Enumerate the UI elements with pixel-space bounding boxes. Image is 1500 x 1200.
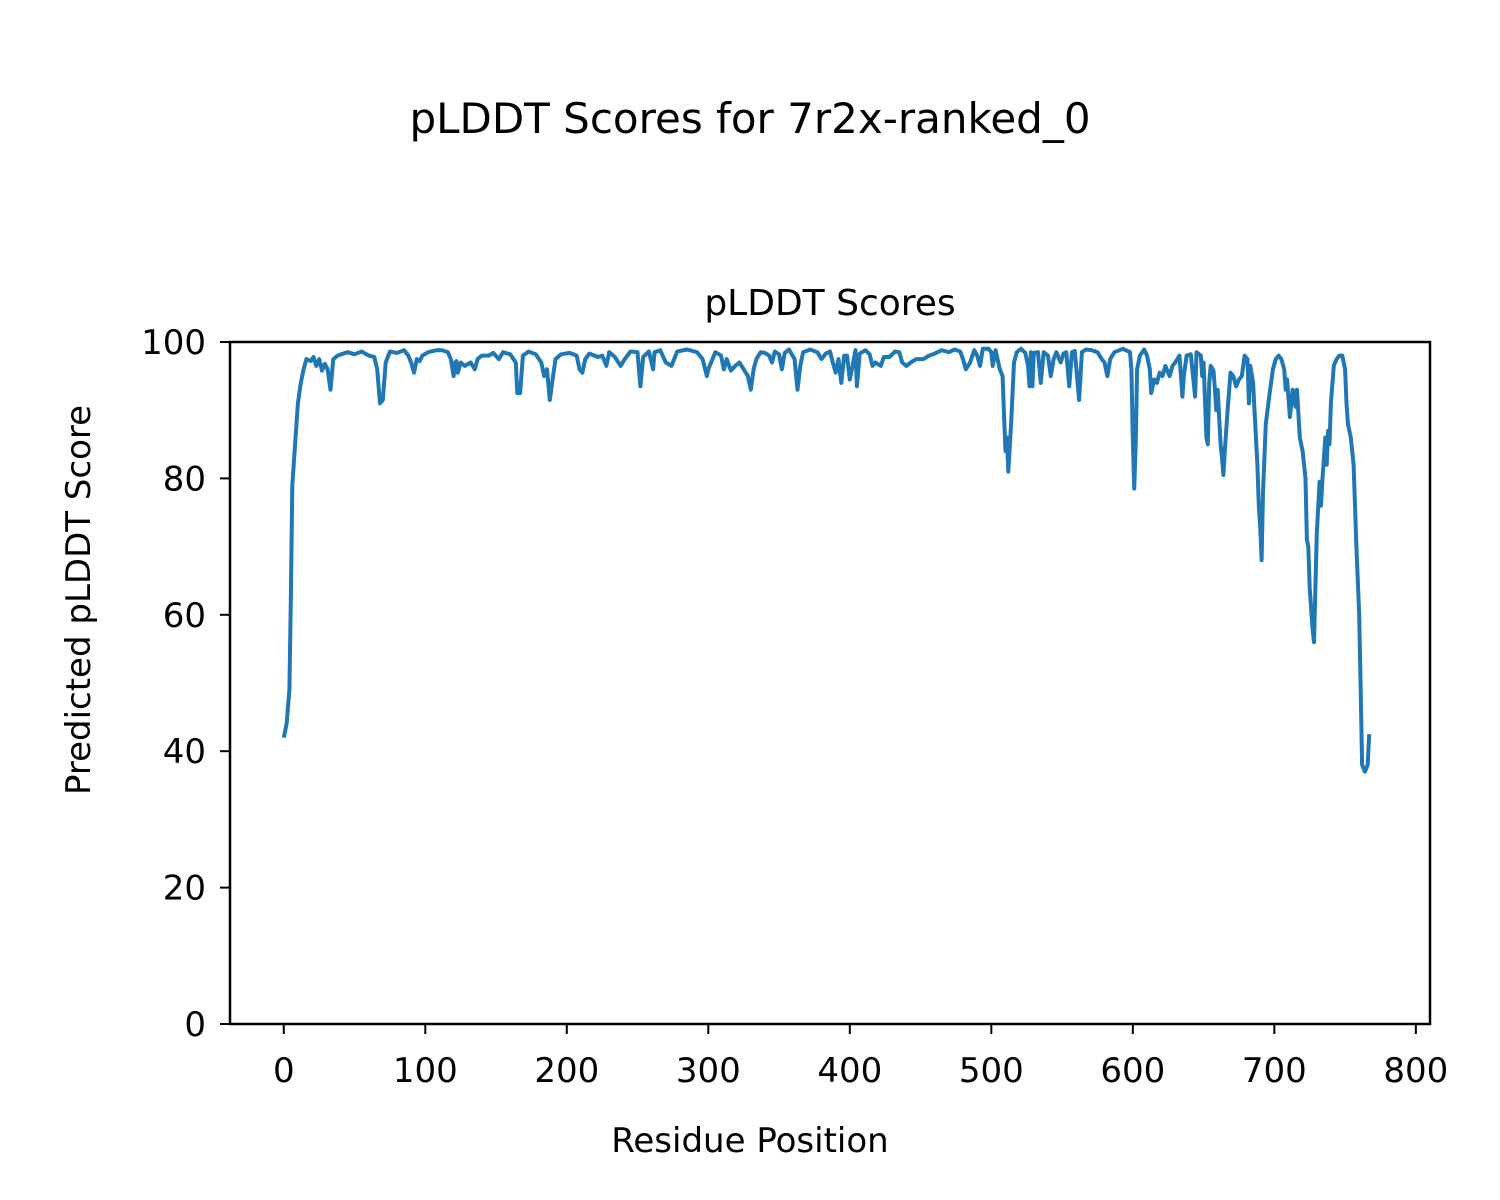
y-tick-label-5: 100 — [141, 323, 206, 363]
plot-area — [228, 340, 1432, 1026]
axes-frame — [228, 340, 1432, 1026]
y-axis-ticks: 0 20 40 60 80 100 — [141, 323, 230, 1045]
y-tick-label-2: 40 — [163, 732, 206, 772]
x-tick-label-6: 600 — [1100, 1051, 1165, 1091]
y-axis-label: Predicted pLDDT Score — [59, 405, 99, 795]
x-tick-label-8: 800 — [1383, 1051, 1448, 1091]
x-tick-label-7: 700 — [1242, 1051, 1307, 1091]
x-axis-ticks: 0 100 200 300 400 500 600 700 800 — [273, 1024, 1448, 1091]
x-tick-label-0: 0 — [273, 1051, 295, 1091]
series-line — [281, 346, 1372, 774]
y-tick-label-0: 0 — [184, 1005, 206, 1045]
x-tick-label-5: 500 — [959, 1051, 1024, 1091]
y-tick-label-4: 80 — [163, 459, 206, 499]
y-tick-label-3: 60 — [163, 596, 206, 636]
figure-suptitle: pLDDT Scores for 7r2x-ranked_0 — [409, 94, 1090, 143]
axes-title: pLDDT Scores — [704, 283, 955, 324]
x-tick-label-2: 200 — [534, 1051, 599, 1091]
x-tick-label-1: 100 — [393, 1051, 458, 1091]
x-axis-label: Residue Position — [611, 1121, 888, 1161]
x-tick-label-4: 400 — [817, 1051, 882, 1091]
y-tick-label-1: 20 — [163, 869, 206, 909]
x-tick-label-3: 300 — [676, 1051, 741, 1091]
